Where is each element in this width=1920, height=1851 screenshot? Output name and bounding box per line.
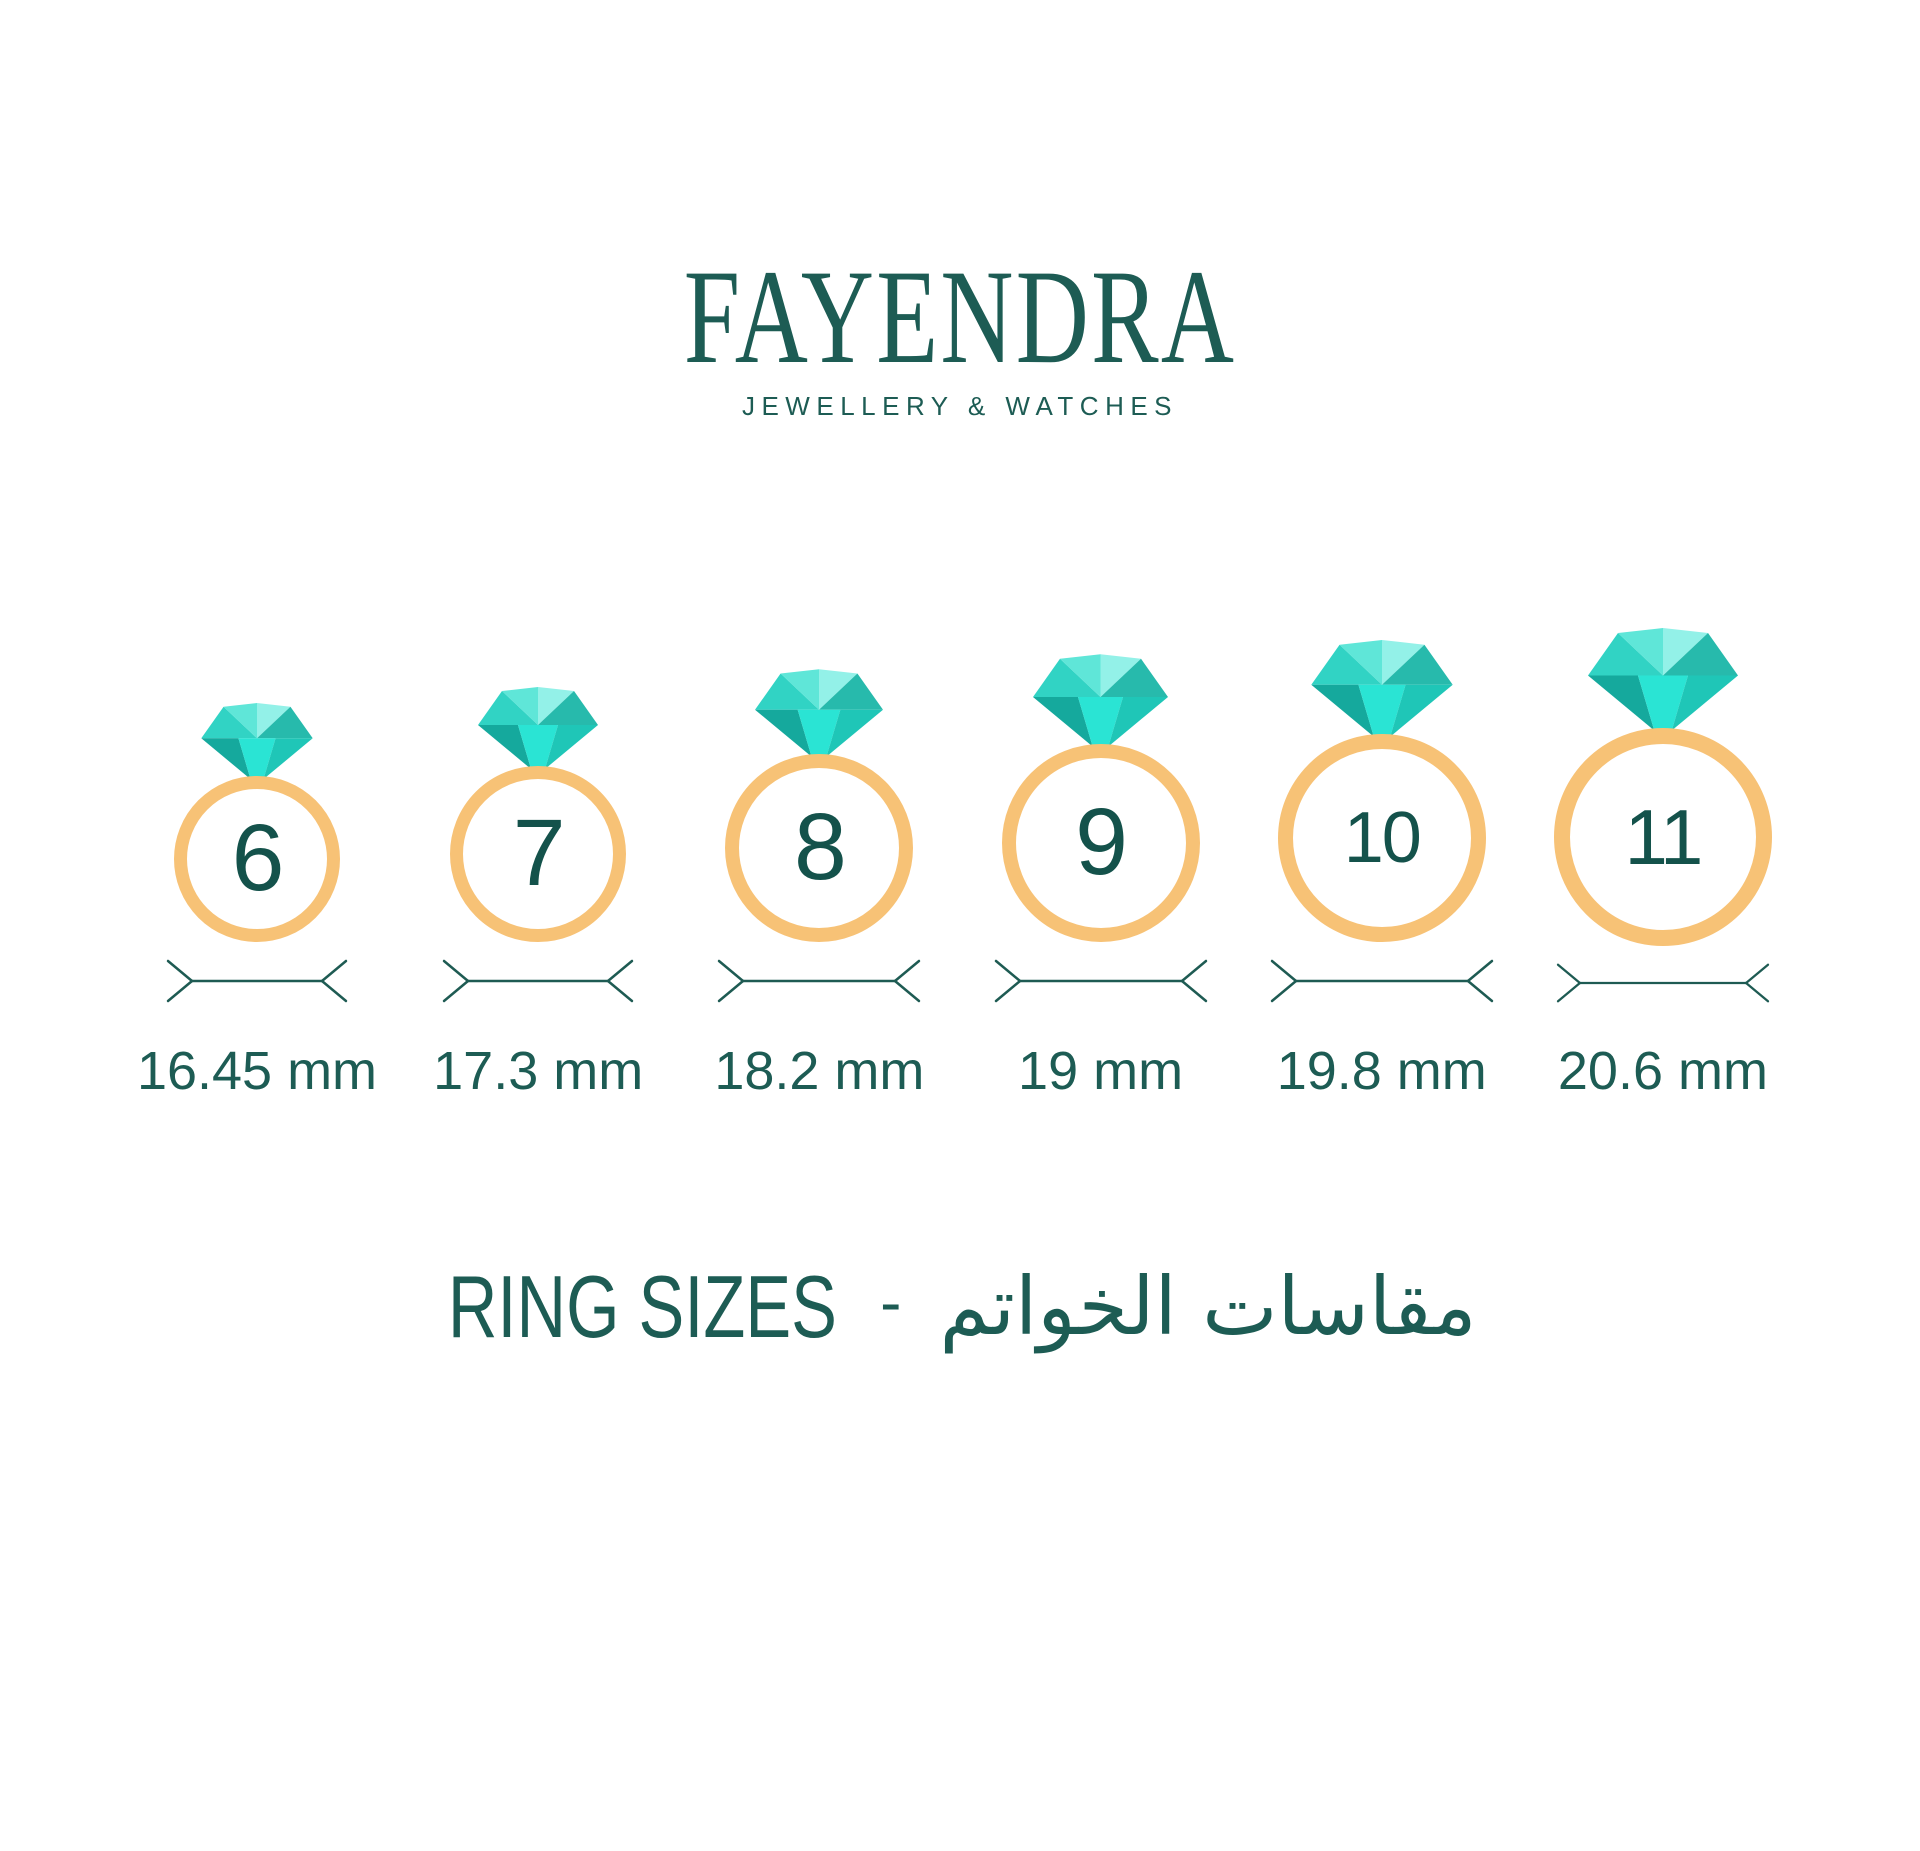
diamond-icon [201,702,313,779]
chart-title-ar: مقاسات الخواتم [939,1259,1477,1353]
ring-size-number: 8 [793,794,847,900]
ring-size-number: 11 [1624,792,1703,881]
brand-name: FAYENDRA [683,243,1237,392]
diamond-icon [1033,653,1169,746]
ring-size-number: 6 [231,805,285,911]
ring-size-number: 10 [1343,797,1422,878]
ring-figure: 11 [1553,627,1772,946]
diameter-arrow [166,959,348,1002]
diameter-arrow [442,959,634,1002]
diameter-label: 17.3 mm [433,1040,644,1101]
diameter-label: 19.8 mm [1276,1040,1487,1101]
ring-band: 8 [725,753,914,942]
ring-band: 11 [1553,727,1772,946]
chart-title-separator: - [880,1265,902,1338]
diameter-label: 20.6 mm [1557,1040,1768,1101]
ring-item: 11 20.6 mm [1532,627,1794,1101]
diameter-arrow [1556,963,1770,1002]
chart-title: RING SIZES - مقاسات الخواتم [0,1256,1920,1356]
rings-row: 6 16.45 mm 7 17.3 mm 8 18.2 mm 9 19 mm 10 19.8 mm… [0,627,1920,1101]
diamond-icon [755,668,884,757]
diameter-arrow [994,959,1207,1002]
ring-item: 10 19.8 mm [1251,628,1513,1098]
ring-size-chart-page: FAYENDRA JEWELLERY & WATCHES 6 16.45 mm 7 1… [0,250,1920,1851]
brand-logo: FAYENDRA JEWELLERY & WATCHES [0,250,1920,423]
diamond-icon [1587,627,1738,730]
ring-figure: 6 [174,702,340,942]
ring-band: 6 [174,775,340,942]
ring-item: 9 19 mm [970,628,1232,1098]
ring-item: 8 18.2 mm [688,628,950,1098]
ring-figure: 10 [1277,639,1486,942]
diameter-label: 19 mm [1018,1040,1184,1101]
ring-item: 6 16.45 mm [126,628,388,1098]
ring-figure: 9 [1001,653,1200,942]
ring-band: 7 [450,765,627,942]
diamond-icon [1311,639,1453,737]
ring-item: 7 17.3 mm [407,628,669,1098]
diamond-icon [478,686,599,769]
brand-tagline: JEWELLERY & WATCHES [741,391,1179,421]
ring-band: 9 [1001,743,1200,942]
ring-size-number: 9 [1075,789,1128,895]
diameter-label: 18.2 mm [714,1040,925,1101]
diameter-arrow [1270,959,1493,1002]
ring-size-number: 7 [512,800,566,906]
diameter-arrow [718,959,921,1002]
ring-figure: 8 [725,668,914,942]
diameter-label: 16.45 mm [136,1040,378,1101]
ring-figure: 7 [450,686,627,942]
ring-band: 10 [1277,733,1486,942]
chart-title-en: RING SIZES [448,1256,838,1356]
